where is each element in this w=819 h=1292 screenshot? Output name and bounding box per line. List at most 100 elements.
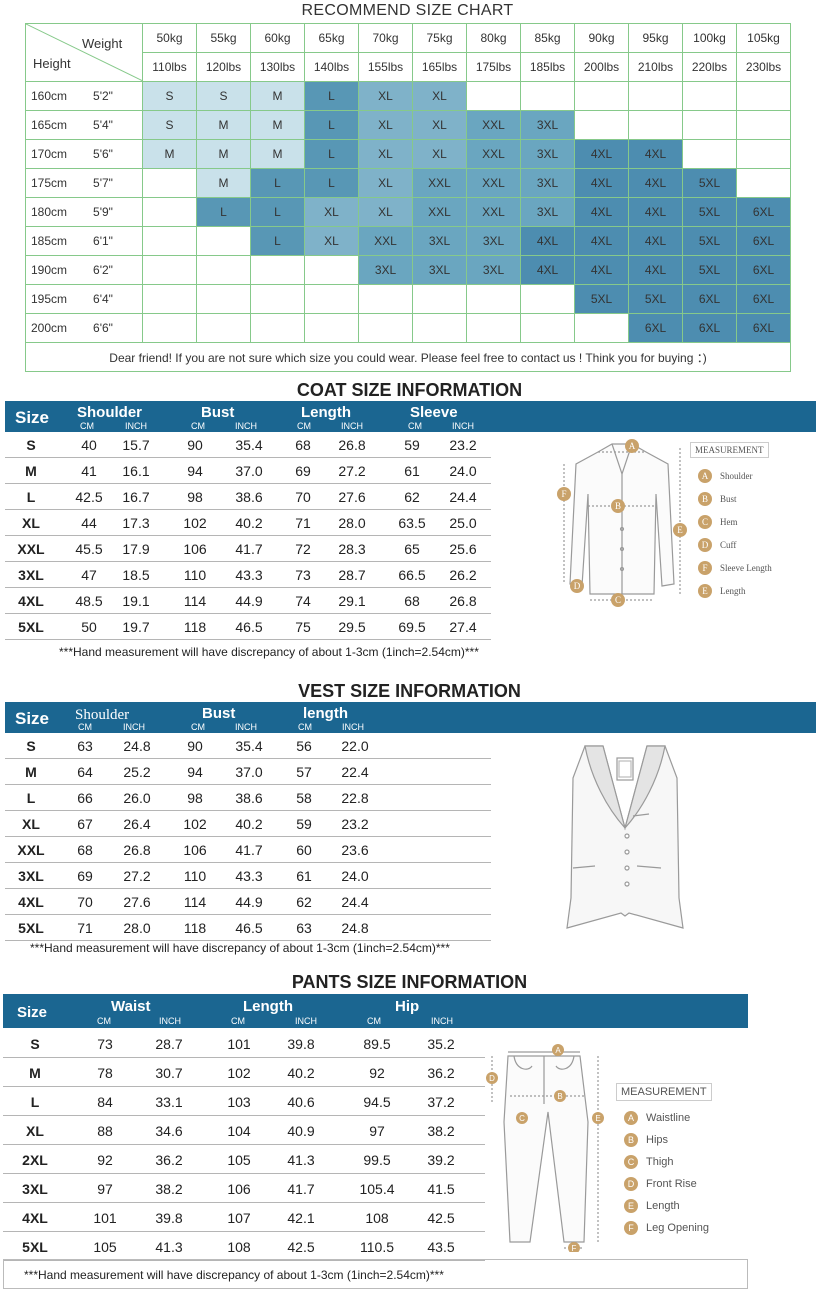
- coat-value-cell: 74: [295, 593, 311, 609]
- pants-value-cell: 84: [97, 1094, 113, 1110]
- coat-legend-label: Sleeve Length: [720, 562, 772, 573]
- size-cell: 5XL: [682, 226, 737, 256]
- height-inch: 6'4": [93, 292, 113, 306]
- size-cell: M: [250, 110, 305, 140]
- size-cell: [736, 81, 791, 111]
- size-cell: 6XL: [682, 313, 737, 343]
- pants-value-cell: 92: [369, 1065, 385, 1081]
- vest-value-cell: 35.4: [235, 738, 263, 754]
- coat-value-cell: 102: [183, 515, 207, 531]
- vest-value-cell: 90: [187, 738, 203, 754]
- coat-value-cell: 63.5: [398, 515, 426, 531]
- vest-value-cell: 67: [77, 816, 93, 832]
- coat-legend-item: C Hem: [690, 510, 800, 533]
- coat-value-cell: 94: [187, 463, 203, 479]
- svg-text:D: D: [574, 581, 581, 591]
- size-cell: L: [304, 110, 359, 140]
- size-cell: L: [250, 226, 305, 256]
- pants-header-band: Size Waist Length Hip CM INCH CM INCH CM…: [3, 994, 748, 1028]
- height-cell: 185cm 6'1": [25, 226, 143, 256]
- pants-value-cell: 41.3: [155, 1239, 183, 1255]
- pants-value-cell: 107: [227, 1210, 251, 1226]
- weight-kg-cell: 95kg: [628, 23, 683, 53]
- vest-value-cell: 27.6: [123, 894, 151, 910]
- size-cell: L: [250, 197, 305, 227]
- size-cell: S: [142, 81, 197, 111]
- height-cm: 195cm: [31, 292, 68, 306]
- svg-text:D: D: [489, 1074, 495, 1083]
- size-cell: [574, 313, 629, 343]
- size-cell: [520, 81, 575, 111]
- pants-value-cell: 40.6: [287, 1094, 315, 1110]
- weight-lbs-cell: 120lbs: [196, 52, 251, 82]
- size-cell: [250, 284, 305, 314]
- coat-value-cell: 27.6: [338, 489, 366, 505]
- coat-value-cell: 26.8: [449, 593, 477, 609]
- vest-length-header: length: [303, 705, 348, 722]
- vest-size-label: S: [26, 738, 36, 754]
- coat-section-title: COAT SIZE INFORMATION: [296, 380, 523, 400]
- coat-value-cell: 17.3: [122, 515, 150, 531]
- size-cell: [142, 255, 197, 285]
- size-cell: [142, 197, 197, 227]
- pants-size-row: 5XL 105 41.3 108 42.5 110.5 43.5: [3, 1232, 485, 1261]
- size-cell: 5XL: [682, 168, 737, 198]
- height-cm: 190cm: [31, 263, 68, 277]
- vest-value-cell: 27.2: [123, 868, 151, 884]
- coat-size-label: 5XL: [18, 619, 44, 635]
- pants-value-cell: 92: [97, 1152, 113, 1168]
- pants-value-cell: 73: [97, 1036, 113, 1052]
- pants-size-label: M: [29, 1065, 41, 1081]
- vest-size-row: M 64 25.2 94 37.0 57 22.4: [5, 759, 491, 785]
- pants-value-cell: 36.2: [427, 1065, 455, 1081]
- pants-diagram: A B C D E F: [486, 1044, 604, 1252]
- weight-kg-cell: 50kg: [142, 23, 197, 53]
- size-cell: 4XL: [520, 255, 575, 285]
- vest-value-cell: 102: [183, 816, 207, 832]
- vest-header-band: Size Shoulder Bust length CM INCH CM INC…: [5, 702, 816, 733]
- coat-value-cell: 70: [295, 489, 311, 505]
- vest-value-cell: 22.4: [341, 764, 369, 780]
- pants-value-cell: 104: [227, 1123, 251, 1139]
- vest-value-cell: 63: [296, 920, 312, 936]
- coat-size-header: Size: [15, 408, 50, 427]
- pants-value-cell: 88: [97, 1123, 113, 1139]
- pants-legend-item: D Front Rise: [616, 1173, 746, 1195]
- coat-value-cell: 28.7: [338, 567, 366, 583]
- pants-size-label: 4XL: [22, 1210, 48, 1226]
- coat-value-cell: 29.5: [338, 619, 366, 635]
- height-cm: 165cm: [31, 118, 68, 132]
- size-cell: L: [304, 139, 359, 169]
- coat-value-cell: 98: [187, 489, 203, 505]
- coat-value-cell: 16.7: [122, 489, 150, 505]
- pants-value-cell: 41.7: [287, 1181, 315, 1197]
- vest-value-cell: 37.0: [235, 764, 263, 780]
- pants-value-cell: 28.7: [155, 1036, 183, 1052]
- size-cell: [520, 284, 575, 314]
- weight-lbs-cell: 230lbs: [736, 52, 791, 82]
- vest-value-cell: 106: [183, 842, 207, 858]
- coat-value-cell: 69: [295, 463, 311, 479]
- size-cell: XXL: [466, 197, 521, 227]
- vest-value-cell: 56: [296, 738, 312, 754]
- coat-unit-cm: CM: [297, 421, 311, 431]
- vest-size-label: 5XL: [18, 920, 44, 936]
- size-cell: 3XL: [520, 197, 575, 227]
- vest-value-cell: 38.6: [235, 790, 263, 806]
- vest-section-title: VEST SIZE INFORMATION: [298, 681, 521, 701]
- pants-value-cell: 105: [227, 1152, 251, 1168]
- vest-value-cell: 24.8: [341, 920, 369, 936]
- size-cell: 6XL: [628, 313, 683, 343]
- pants-unit-inch: INCH: [431, 1016, 453, 1026]
- pants-value-cell: 94.5: [363, 1094, 391, 1110]
- size-cell: XL: [412, 81, 467, 111]
- size-cell: [304, 313, 359, 343]
- coat-value-cell: 47: [81, 567, 97, 583]
- size-cell: 6XL: [736, 197, 791, 227]
- coat-value-cell: 17.9: [122, 541, 150, 557]
- corner-cell: Weight Height: [25, 23, 143, 82]
- coat-value-cell: 110: [183, 567, 207, 583]
- coat-value-cell: 71: [295, 515, 311, 531]
- pants-section-title: PANTS SIZE INFORMATION: [291, 972, 528, 992]
- pants-value-cell: 105.4: [359, 1181, 395, 1197]
